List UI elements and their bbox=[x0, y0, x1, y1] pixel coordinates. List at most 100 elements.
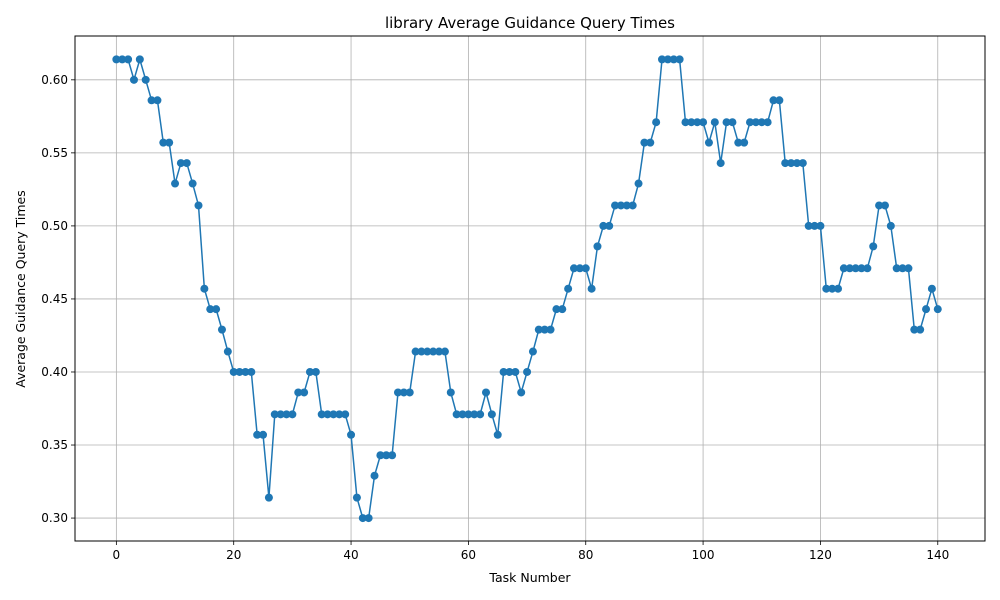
x-tick-label: 140 bbox=[926, 548, 949, 562]
data-point bbox=[499, 367, 508, 376]
data-point bbox=[616, 201, 625, 210]
data-point bbox=[916, 325, 925, 334]
data-point bbox=[722, 118, 731, 127]
data-point bbox=[599, 221, 608, 230]
y-tick-label: 0.60 bbox=[41, 73, 68, 87]
data-point bbox=[922, 305, 931, 314]
data-point bbox=[147, 96, 156, 105]
data-point bbox=[165, 138, 174, 147]
data-point bbox=[575, 264, 584, 273]
data-point bbox=[851, 264, 860, 273]
data-point bbox=[534, 325, 543, 334]
data-point bbox=[482, 388, 490, 397]
data-point bbox=[523, 367, 532, 376]
data-point bbox=[370, 471, 379, 480]
data-point bbox=[393, 388, 402, 397]
data-point bbox=[288, 410, 297, 419]
data-point bbox=[347, 430, 356, 439]
data-point bbox=[323, 410, 332, 419]
data-point bbox=[763, 118, 772, 127]
data-point bbox=[933, 305, 942, 314]
data-point bbox=[429, 347, 438, 356]
data-point bbox=[740, 138, 749, 147]
data-point bbox=[452, 410, 461, 419]
data-point bbox=[622, 201, 631, 210]
data-point bbox=[264, 493, 273, 502]
data-point bbox=[235, 367, 244, 376]
data-point bbox=[570, 264, 578, 273]
data-point bbox=[587, 284, 596, 293]
data-point bbox=[816, 221, 825, 230]
data-point bbox=[417, 347, 426, 356]
data-point bbox=[751, 118, 760, 127]
data-point bbox=[124, 55, 133, 64]
data-point bbox=[335, 410, 344, 419]
data-point bbox=[206, 305, 215, 314]
y-tick-label: 0.55 bbox=[41, 146, 68, 160]
data-point bbox=[276, 410, 285, 419]
data-point bbox=[810, 221, 819, 230]
data-point bbox=[241, 367, 250, 376]
x-axis-label: Task Number bbox=[488, 570, 571, 585]
data-point bbox=[787, 159, 796, 168]
data-point bbox=[505, 367, 514, 376]
data-point bbox=[564, 284, 573, 293]
data-point bbox=[352, 493, 361, 502]
data-point bbox=[317, 410, 326, 419]
x-tick-label: 20 bbox=[226, 548, 241, 562]
data-point bbox=[171, 179, 180, 188]
data-point bbox=[411, 347, 420, 356]
data-point bbox=[834, 284, 843, 293]
data-point bbox=[247, 367, 256, 376]
data-point bbox=[757, 118, 766, 127]
data-point bbox=[875, 201, 884, 210]
data-point bbox=[927, 284, 936, 293]
chart-title: library Average Guidance Query Times bbox=[385, 14, 675, 32]
data-point bbox=[517, 388, 526, 397]
y-tick-label: 0.30 bbox=[41, 511, 68, 525]
data-point bbox=[294, 388, 303, 397]
data-point bbox=[898, 264, 907, 273]
y-axis-ticks: 0.30 0.35 0.40 0.45 0.50 0.55 0.60 bbox=[41, 73, 75, 525]
data-point bbox=[863, 264, 872, 273]
data-point bbox=[182, 159, 191, 168]
data-point bbox=[880, 201, 889, 210]
data-point bbox=[217, 325, 226, 334]
plot-frame bbox=[74, 35, 986, 542]
data-point bbox=[118, 55, 127, 64]
data-point bbox=[716, 159, 725, 168]
data-point bbox=[176, 159, 185, 168]
x-tick-label: 80 bbox=[578, 548, 593, 562]
data-point bbox=[687, 118, 696, 127]
data-point bbox=[828, 284, 837, 293]
x-tick-label: 40 bbox=[343, 548, 358, 562]
data-point bbox=[652, 118, 661, 127]
data-point bbox=[910, 325, 919, 334]
data-point bbox=[593, 242, 602, 251]
data-point bbox=[223, 347, 232, 356]
data-point bbox=[704, 138, 713, 147]
data-point bbox=[253, 430, 262, 439]
data-point bbox=[693, 118, 702, 127]
data-point bbox=[839, 264, 848, 273]
y-axis-label: Average Guidance Query Times bbox=[13, 190, 28, 388]
data-point bbox=[300, 388, 309, 397]
x-tick-label: 60 bbox=[461, 548, 476, 562]
data-point bbox=[546, 325, 555, 334]
data-point bbox=[552, 305, 561, 314]
data-point bbox=[845, 264, 854, 273]
data-point bbox=[628, 201, 637, 210]
data-point bbox=[528, 347, 537, 356]
data-point bbox=[440, 347, 449, 356]
data-point bbox=[458, 410, 467, 419]
data-point bbox=[487, 410, 496, 419]
data-point bbox=[259, 430, 268, 439]
data-point bbox=[710, 118, 719, 127]
data-point bbox=[200, 284, 209, 293]
data-point bbox=[857, 264, 866, 273]
data-point bbox=[358, 514, 367, 523]
data-points bbox=[112, 55, 942, 523]
y-tick-label: 0.40 bbox=[41, 365, 68, 379]
data-point bbox=[194, 201, 203, 210]
